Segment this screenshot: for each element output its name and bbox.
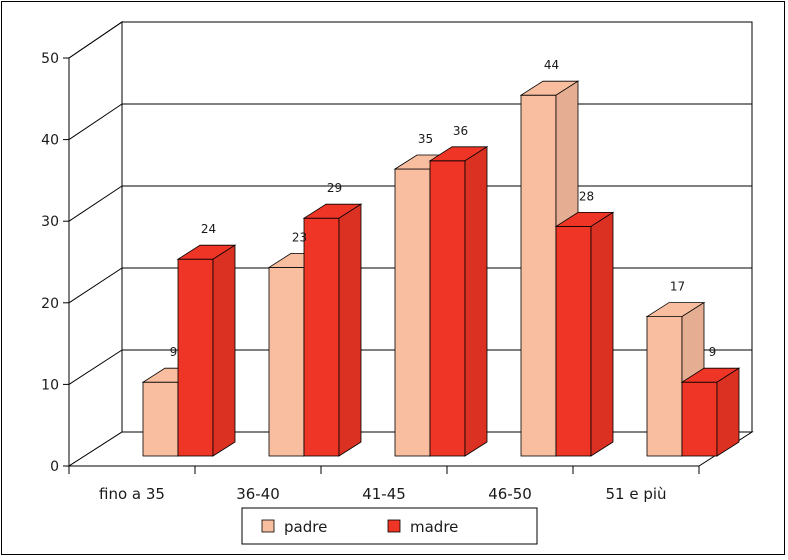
bar-padre xyxy=(520,94,557,457)
bar-side-madre xyxy=(716,367,740,457)
bar-side-madre xyxy=(590,211,614,457)
x-tick-label: fino a 35 xyxy=(99,485,165,503)
bar-madre xyxy=(429,160,466,457)
bar-madre xyxy=(177,258,214,457)
bar-side-madre xyxy=(338,203,362,457)
x-tick-label: 51 e più xyxy=(605,485,666,503)
bar-madre xyxy=(555,225,592,457)
gridline-side xyxy=(68,185,123,222)
y-tick-label: 10 xyxy=(41,377,59,393)
y-axis: 0 10 20 30 40 50 xyxy=(41,51,70,475)
legend-swatch-padre xyxy=(261,519,275,533)
data-label: 29 xyxy=(327,181,342,195)
side-wall xyxy=(68,21,123,467)
x-tick-label: 41-45 xyxy=(362,485,406,503)
legend: padre madre xyxy=(241,507,538,545)
data-labels: 9 24 23 29 35 36 44 28 17 9 xyxy=(170,58,717,359)
gridline-side xyxy=(68,349,123,385)
data-label: 36 xyxy=(453,124,468,138)
gridline-side xyxy=(68,103,123,141)
data-label: 35 xyxy=(418,132,433,146)
gridline-side xyxy=(68,267,123,304)
data-label: 9 xyxy=(709,345,717,359)
bar-madre xyxy=(303,217,340,457)
bar-padre xyxy=(268,266,305,457)
gridline-side xyxy=(68,21,123,59)
data-label: 9 xyxy=(170,345,178,359)
bar-padre xyxy=(394,168,431,457)
data-label: 23 xyxy=(292,230,307,244)
x-tick-label: 46-50 xyxy=(488,485,532,503)
bars xyxy=(141,80,741,457)
legend-label-madre: madre xyxy=(410,518,458,536)
data-label: 24 xyxy=(201,222,216,236)
y-tick-label: 0 xyxy=(50,459,59,475)
bar-side-madre xyxy=(212,244,236,457)
bar-side-madre xyxy=(464,146,488,457)
y-tick-label: 40 xyxy=(41,133,59,149)
data-label: 28 xyxy=(579,189,594,203)
y-tick-label: 30 xyxy=(41,214,59,230)
y-tick-label: 20 xyxy=(41,296,59,312)
y-tick-label: 50 xyxy=(41,51,59,67)
bar-padre xyxy=(142,381,179,457)
data-label: 44 xyxy=(544,58,559,72)
legend-label-padre: padre xyxy=(284,518,327,536)
bar-padre xyxy=(646,316,683,457)
legend-swatch-madre xyxy=(387,519,401,533)
bar-madre xyxy=(681,381,718,457)
x-axis: fino a 35 36-40 41-45 46-50 51 e più xyxy=(68,465,700,503)
x-tick-label: 36-40 xyxy=(236,485,280,503)
data-label: 17 xyxy=(670,280,685,294)
